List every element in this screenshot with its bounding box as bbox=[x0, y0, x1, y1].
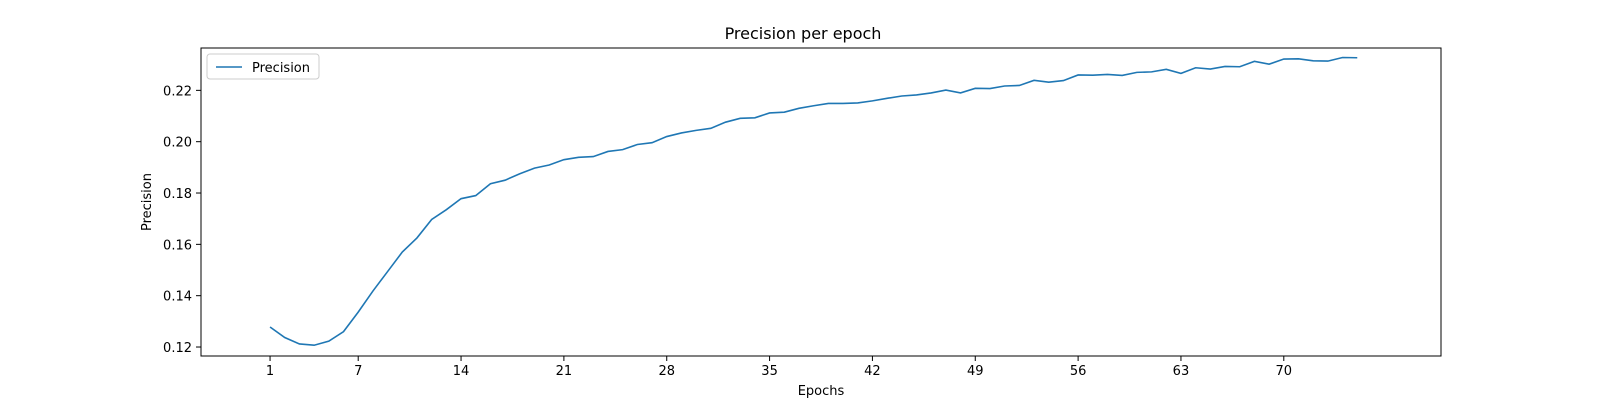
x-tick-label: 63 bbox=[1173, 364, 1190, 379]
y-axis-label: Precision bbox=[140, 173, 155, 231]
x-tick-label: 42 bbox=[864, 364, 881, 379]
x-tick-label: 70 bbox=[1276, 364, 1293, 379]
plot-area-frame bbox=[200, 47, 1442, 357]
y-tick-label: 0.14 bbox=[163, 290, 192, 305]
tick-group: 1 7 14 21 28 35 42 49 56 63 70 0.12 0.14 0.16 0.18 0.20… bbox=[163, 84, 1292, 379]
legend: Precision bbox=[206, 53, 320, 80]
x-axis-label: Epochs bbox=[798, 384, 845, 399]
y-tick-label: 0.18 bbox=[163, 187, 192, 202]
x-tick-label: 35 bbox=[761, 364, 778, 379]
x-tick-label: 49 bbox=[967, 364, 984, 379]
x-tick-label: 14 bbox=[453, 364, 470, 379]
x-tick-label: 7 bbox=[354, 364, 362, 379]
legend-label-precision: Precision bbox=[252, 61, 310, 76]
y-tick-label: 0.20 bbox=[163, 136, 192, 151]
x-tick-label: 21 bbox=[556, 364, 573, 379]
legend-box bbox=[206, 53, 320, 80]
chart-title: Precision per epoch bbox=[725, 24, 882, 43]
x-tick-label: 28 bbox=[658, 364, 675, 379]
y-tick-label: 0.16 bbox=[163, 238, 192, 253]
x-tick-label: 1 bbox=[266, 364, 274, 379]
y-tick-label: 0.22 bbox=[163, 84, 192, 99]
x-tick-label: 56 bbox=[1070, 364, 1087, 379]
y-tick-label: 0.12 bbox=[163, 341, 192, 356]
series-line-precision bbox=[269, 56, 1358, 347]
